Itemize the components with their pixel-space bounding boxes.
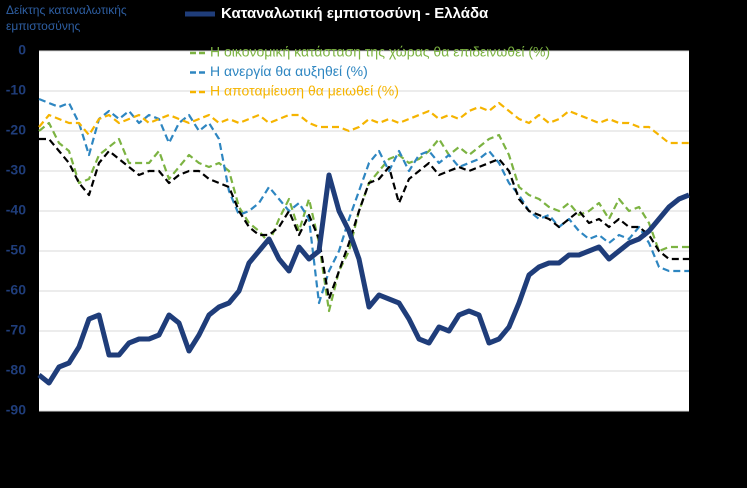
legend-label: Καταναλωτική εμπιστοσύνη - Ελλάδα	[221, 5, 489, 22]
series-line	[38, 101, 689, 145]
y-tick-label: 0	[18, 42, 26, 58]
y-tick-label: -70	[6, 322, 26, 338]
y-axis-label: Δείκτης καταναλωτικής εμπιστοσύνης	[6, 3, 127, 33]
legend-label: Η οικονομική κατάσταση της χώρας θα επιδ…	[210, 44, 550, 60]
y-tick-label: -60	[6, 282, 26, 298]
y-tick-label: -50	[6, 242, 26, 258]
y-tick-label: -20	[6, 122, 26, 138]
y-tick-label: -90	[6, 402, 26, 418]
y-tick-label: -10	[6, 82, 26, 98]
legend-label: Η αποταμίευση θα μειωθεί (%)	[210, 83, 399, 99]
series-line	[38, 97, 689, 305]
y-tick-label: -80	[6, 362, 26, 378]
legend-label: Η ανεργία θα αυξηθεί (%)	[210, 63, 368, 79]
series-line	[37, 172, 690, 386]
y-tick-label: -30	[6, 162, 26, 178]
series-line	[39, 137, 689, 301]
plot-area	[39, 51, 689, 411]
y-tick-label: -40	[6, 202, 26, 218]
